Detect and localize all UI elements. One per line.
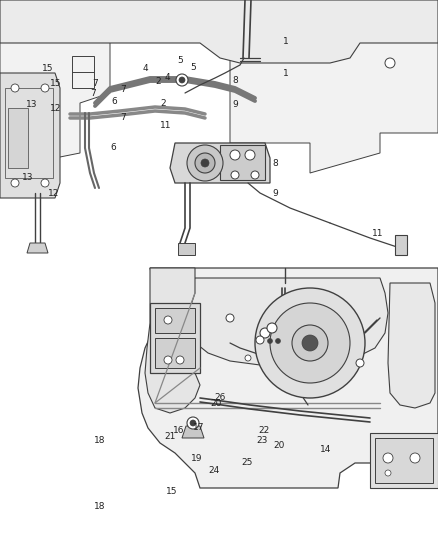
Text: 17: 17 [193,423,204,432]
Circle shape [195,153,215,173]
Text: 15: 15 [42,64,53,73]
Text: 7: 7 [92,78,98,87]
Text: 5: 5 [190,63,196,72]
Circle shape [267,323,277,333]
Text: 9: 9 [232,100,238,109]
Text: 9: 9 [272,189,278,198]
Circle shape [302,335,318,351]
Circle shape [164,316,172,324]
Bar [220,145,265,180]
Bar [278,343,292,378]
Polygon shape [27,243,48,253]
Circle shape [255,288,365,398]
Bar [155,308,195,333]
Circle shape [385,58,395,68]
Text: 25: 25 [241,458,252,467]
Polygon shape [138,268,438,488]
Text: 12: 12 [48,189,60,198]
Text: 13: 13 [22,174,33,182]
Circle shape [231,171,239,179]
Text: 11: 11 [372,229,384,238]
Polygon shape [178,243,195,255]
Circle shape [356,359,364,367]
Circle shape [201,159,209,167]
Text: 16: 16 [173,426,184,435]
Polygon shape [182,426,204,438]
Text: 26: 26 [215,393,226,402]
Circle shape [187,145,223,181]
Circle shape [276,338,280,343]
Polygon shape [0,0,438,63]
Text: 24: 24 [208,466,219,475]
Polygon shape [185,278,388,365]
Text: 1: 1 [283,37,288,46]
Bar [5,88,53,178]
Circle shape [385,470,391,476]
Text: 13: 13 [26,100,38,109]
Circle shape [268,338,272,343]
Text: 4: 4 [142,64,148,73]
Circle shape [292,325,328,361]
Circle shape [41,179,49,187]
Bar [375,438,433,483]
Circle shape [190,420,196,426]
Polygon shape [145,268,200,413]
Text: 20: 20 [274,441,285,450]
Circle shape [11,84,19,92]
Text: 8: 8 [232,76,238,85]
Text: 5: 5 [177,56,183,65]
Bar [155,338,195,368]
Circle shape [226,314,234,322]
Circle shape [410,453,420,463]
Polygon shape [0,0,110,158]
Circle shape [260,328,270,338]
Circle shape [176,74,188,86]
Circle shape [230,150,240,160]
Text: 18: 18 [94,436,106,445]
Text: 4: 4 [165,74,171,83]
Circle shape [245,150,255,160]
Circle shape [11,179,19,187]
Polygon shape [170,143,270,183]
Bar [265,334,281,350]
Polygon shape [0,73,60,198]
Circle shape [176,356,184,364]
Text: 7: 7 [120,114,126,123]
Text: 15: 15 [50,78,61,87]
Bar [8,108,28,168]
Circle shape [383,453,393,463]
Text: 22: 22 [258,426,270,435]
Circle shape [245,355,251,361]
Text: 7: 7 [90,88,96,98]
Text: 12: 12 [50,104,62,113]
Text: 6: 6 [110,143,116,152]
Bar [72,56,94,88]
Text: 2: 2 [160,99,166,108]
Circle shape [256,336,264,344]
Circle shape [179,77,185,83]
Text: 15: 15 [166,487,178,496]
Text: 7: 7 [120,85,126,94]
Text: 6: 6 [112,98,117,107]
Circle shape [41,84,49,92]
Text: 20: 20 [210,399,222,408]
Text: 21: 21 [164,432,176,441]
Circle shape [270,303,350,383]
Text: 8: 8 [272,158,278,167]
Text: 18: 18 [94,502,106,511]
Circle shape [164,356,172,364]
Text: 1: 1 [283,69,289,77]
Text: 2: 2 [155,77,161,86]
Bar [150,303,200,373]
Text: 19: 19 [191,454,202,463]
Bar [395,235,407,255]
Polygon shape [370,433,438,488]
Text: 11: 11 [160,122,171,131]
Circle shape [187,417,199,429]
Polygon shape [230,0,438,173]
Text: 23: 23 [256,436,268,445]
Polygon shape [388,283,435,408]
Circle shape [251,171,259,179]
Text: 14: 14 [320,445,331,454]
